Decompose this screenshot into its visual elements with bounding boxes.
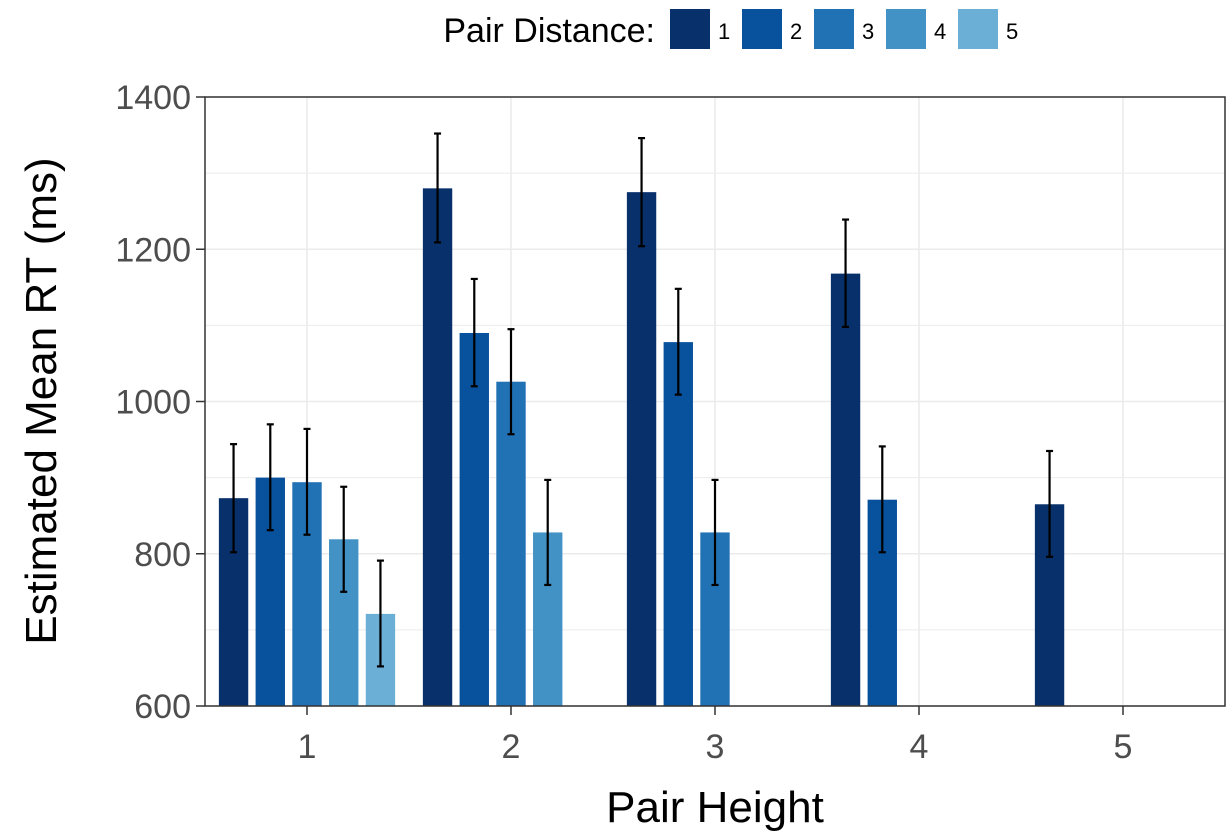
x-tick-label: 2 (502, 728, 521, 766)
bar (459, 332, 489, 706)
bar (496, 381, 526, 706)
legend-title: Pair Distance: (443, 12, 655, 50)
x-tick-label: 5 (1114, 728, 1133, 766)
legend-key (958, 9, 998, 49)
bar (422, 188, 453, 707)
x-tick-label: 1 (298, 728, 317, 766)
error-bar (434, 132, 442, 244)
bar (626, 192, 657, 706)
legend-key (742, 9, 782, 49)
x-tick-label: 4 (910, 728, 929, 766)
y-tick-label: 1200 (115, 231, 191, 269)
error-bar (470, 277, 478, 388)
error-bar (376, 559, 384, 668)
error-bar (1046, 449, 1054, 558)
error-bar (340, 485, 348, 593)
legend: Pair Distance: 1 2 3 4 5 (443, 9, 1018, 50)
bar (663, 342, 693, 706)
error-bars (230, 132, 1054, 668)
bar (830, 273, 861, 706)
legend-label: 3 (862, 19, 874, 44)
legend-key (670, 9, 710, 49)
legend-label: 5 (1006, 19, 1018, 44)
legend-label: 2 (790, 19, 802, 44)
error-bar (507, 328, 515, 436)
legend-label: 1 (718, 19, 730, 44)
legend-key (886, 9, 926, 49)
legend-label: 4 (934, 19, 946, 44)
error-bar (638, 137, 646, 248)
y-axis-title: Estimated Mean RT (ms) (17, 157, 66, 644)
y-tick-label: 800 (134, 536, 191, 574)
error-bar (711, 478, 719, 587)
y-axis: 600 800 1000 1200 1400 (115, 79, 205, 726)
error-bar (842, 218, 850, 328)
error-bar (878, 445, 886, 554)
x-axis: 1 2 3 4 5 (298, 706, 1133, 766)
error-bar (266, 423, 274, 532)
error-bar (544, 478, 552, 587)
x-tick-label: 3 (706, 728, 725, 766)
y-tick-label: 1000 (115, 384, 191, 422)
error-bar (230, 443, 238, 554)
error-bar (674, 287, 682, 396)
error-bar (303, 427, 311, 536)
legend-key (814, 9, 854, 49)
y-tick-label: 600 (134, 688, 191, 726)
y-tick-label: 1400 (115, 79, 191, 117)
x-axis-title: Pair Height (606, 783, 824, 832)
